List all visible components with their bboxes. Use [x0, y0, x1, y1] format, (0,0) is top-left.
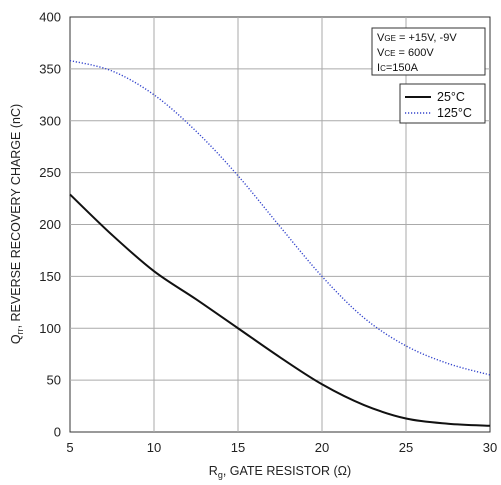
- y-tick-label-400: 400: [39, 10, 61, 25]
- grid-lines: [70, 17, 490, 432]
- y-tick-label-150: 150: [39, 269, 61, 284]
- y-tick-label-250: 250: [39, 165, 61, 180]
- x-tick-label-5: 5: [66, 440, 73, 455]
- y-tick-label-300: 300: [39, 113, 61, 128]
- y-tick-label-100: 100: [39, 321, 61, 336]
- legend-label-25c: 25°C: [437, 90, 465, 104]
- y-tick-label-200: 200: [39, 217, 61, 232]
- y-tick-label-50: 50: [47, 373, 61, 388]
- series-line-25c: [69, 193, 491, 427]
- condition-vge: VGE = +15V, -9V: [377, 32, 457, 44]
- series-line-125c: [69, 59, 491, 376]
- x-tick-label-25: 25: [399, 440, 413, 455]
- condition-vce: VCE = 600V: [377, 47, 434, 59]
- legend: [399, 83, 486, 124]
- y-tick-labels: 0 50 100 150 200 250 300 350 400: [39, 10, 61, 440]
- conditions-box: [371, 27, 486, 76]
- x-axis-title: Rg, GATE RESISTOR (Ω): [209, 464, 351, 480]
- x-tick-labels: 5 10 15 20 25 30: [66, 440, 497, 455]
- y-tick-label-0: 0: [54, 425, 61, 440]
- x-tick-label-10: 10: [147, 440, 161, 455]
- x-tick-label-20: 20: [315, 440, 329, 455]
- x-tick-label-30: 30: [483, 440, 497, 455]
- y-axis-title: Qrr, REVERSE RECOVERY CHARGE (nC): [9, 104, 25, 344]
- x-tick-label-15: 15: [231, 440, 245, 455]
- condition-ic: IC=150A: [377, 62, 419, 74]
- series-lines: [69, 59, 491, 427]
- y-tick-label-350: 350: [39, 61, 61, 76]
- legend-label-125c: 125°C: [437, 106, 472, 120]
